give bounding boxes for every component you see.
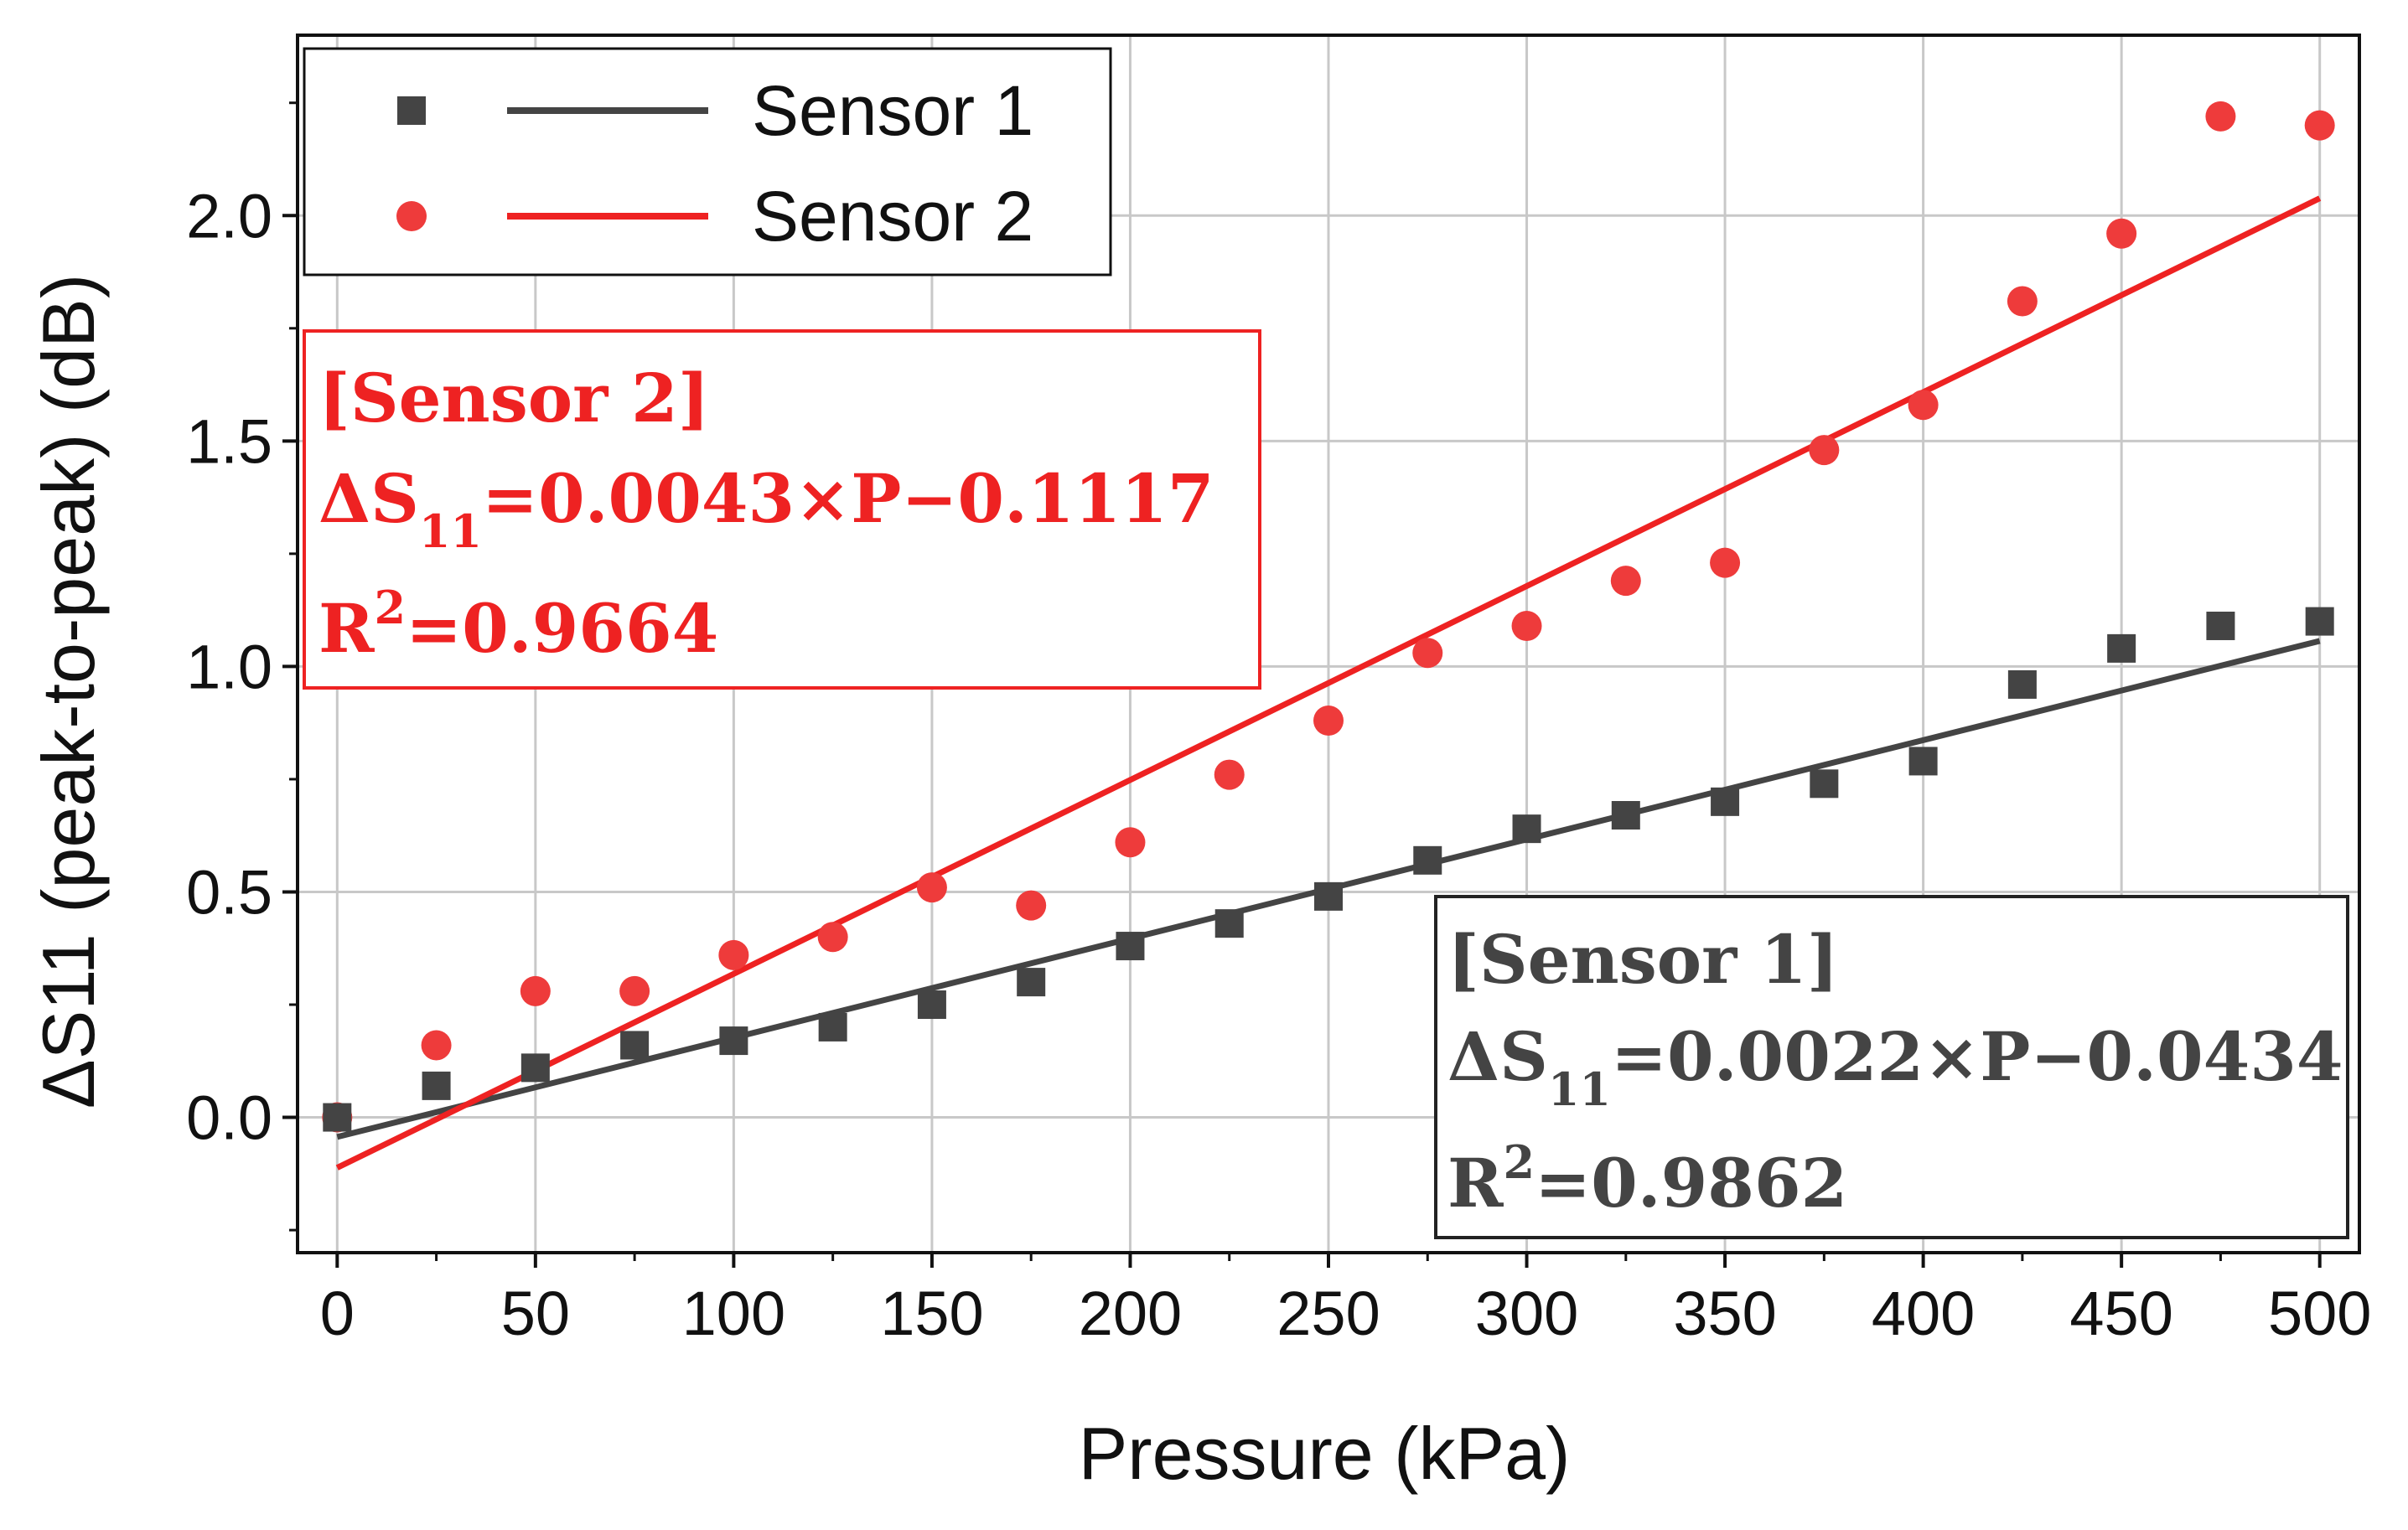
eq2-subscript: 11 [419,504,482,558]
eq2-rest: =0.0043×P−0.1117 [482,459,1214,538]
data-point-sensor-2 [1412,638,1443,669]
y-tick-label: 1.0 [186,632,272,701]
annotation-sensor-2-equation: ΔS11=0.0043×P−0.1117 [318,459,1214,558]
data-point-sensor-1 [818,1012,847,1042]
annotation-sensor-1-frame [1434,895,2349,1239]
data-point-sensor-2 [520,975,551,1006]
annotation-sensor-1-equation: ΔS11=0.0022×P−0.0434 [1447,1017,2343,1116]
legend-marker-sensor-1 [397,96,426,125]
data-point-sensor-2 [2007,286,2038,317]
data-point-sensor-1 [1413,845,1442,875]
x-tick-label: 50 [501,1279,570,1348]
data-point-sensor-1 [2206,611,2235,640]
data-point-sensor-2 [1809,435,1840,466]
x-tick-label: 500 [2268,1279,2371,1348]
data-point-sensor-1 [2107,633,2136,663]
data-point-sensor-2 [2304,110,2335,141]
annotation-sensor-1-r2: R2=0.9862 [1447,1135,1847,1222]
axes: 0 50 100 150 200 250 300 350 400 450 500 0.0 0.5 1.0 1… [186,34,2371,1348]
data-point-sensor-1 [1512,814,1541,844]
x-tick-label: 450 [2069,1279,2172,1348]
y-axis-title: ΔS11 (peak-to-peak) (dB) [27,274,110,1109]
x-axis-title: Pressure (kPa) [1079,1412,1571,1495]
data-point-sensor-2 [1511,610,1542,641]
data-point-sensor-2 [2205,101,2236,132]
eq2-prefix: ΔS [318,459,419,538]
data-point-sensor-1 [422,1071,451,1100]
data-point-sensor-2 [619,975,650,1006]
legend-marker-sensor-2 [396,201,427,231]
x-tick-label: 150 [880,1279,983,1348]
r2-2-prefix: R [318,589,375,668]
legend-label-sensor-2: Sensor 2 [752,177,1033,256]
data-point-sensor-1 [1314,881,1343,911]
annotation-sensor-2-title: [Sensor 2] [318,359,710,437]
data-point-sensor-1 [1908,747,1938,776]
x-tick-label: 100 [682,1279,785,1348]
data-point-sensor-2 [1908,390,1939,421]
x-tick-label: 250 [1276,1279,1380,1348]
r2-1-rest: =0.9862 [1535,1144,1847,1222]
data-point-sensor-2 [817,922,848,953]
data-points [322,101,2335,1133]
data-point-sensor-2 [1016,890,1047,921]
r2-2-rest: =0.9664 [406,589,718,668]
data-point-sensor-2 [1214,759,1245,790]
eq1-subscript: 11 [1548,1062,1611,1116]
data-point-sensor-1 [1611,800,1640,830]
eq1-rest: =0.0022×P−0.0434 [1611,1017,2343,1096]
annotation-sensor-2-r2: R2=0.9664 [318,581,718,668]
data-point-sensor-2 [1610,566,1641,597]
r2-2-superscript: 2 [374,581,406,634]
data-point-sensor-2 [1115,827,1146,858]
data-point-sensor-1 [1214,909,1244,938]
x-tick-label: 350 [1673,1279,1776,1348]
data-point-sensor-2 [916,872,947,903]
data-point-sensor-2 [1313,705,1344,736]
data-point-sensor-1 [2007,669,2037,699]
fit-line-sensor-2 [335,195,2322,1171]
x-tick-label: 0 [320,1279,355,1348]
eq1-prefix: ΔS [1447,1017,1548,1096]
y-tick-label: 0.0 [186,1083,272,1153]
data-point-sensor-1 [520,1053,550,1083]
y-tick-label: 0.5 [186,857,272,927]
legend-frame [303,47,1112,277]
x-tick-label: 200 [1079,1279,1182,1348]
data-point-sensor-1 [1116,932,1145,961]
annotation-sensor-2-frame [303,329,1261,690]
data-point-sensor-2 [2106,218,2137,249]
r2-1-superscript: 2 [1503,1135,1535,1189]
data-point-sensor-1 [917,990,946,1020]
data-point-sensor-1 [1711,787,1740,816]
y-tick-label: 2.0 [186,181,272,251]
data-point-sensor-1 [2305,607,2334,636]
data-point-sensor-2 [421,1030,452,1061]
x-tick-label: 400 [1872,1279,1975,1348]
data-point-sensor-2 [1710,547,1741,578]
annotation-sensor-1-title: [Sensor 1] [1447,920,1839,999]
x-tick-label: 300 [1475,1279,1578,1348]
data-point-sensor-1 [1810,769,1839,799]
data-point-sensor-1 [1017,968,1046,997]
y-tick-label: 1.5 [186,406,272,476]
annotation-sensor-2: [Sensor 2] ΔS11=0.0043×P−0.1117 R2=0.966… [303,329,1261,690]
data-point-sensor-1 [719,1026,748,1056]
data-point-sensor-1 [620,1031,650,1060]
legend-label-sensor-1: Sensor 1 [752,71,1033,150]
data-point-sensor-1 [323,1103,352,1132]
r2-1-prefix: R [1447,1144,1504,1222]
annotation-sensor-1: [Sensor 1] ΔS11=0.0022×P−0.0434 R2=0.986… [1434,895,2349,1239]
data-point-sensor-2 [718,939,749,970]
legend: Sensor 1 Sensor 2 [303,47,1112,277]
